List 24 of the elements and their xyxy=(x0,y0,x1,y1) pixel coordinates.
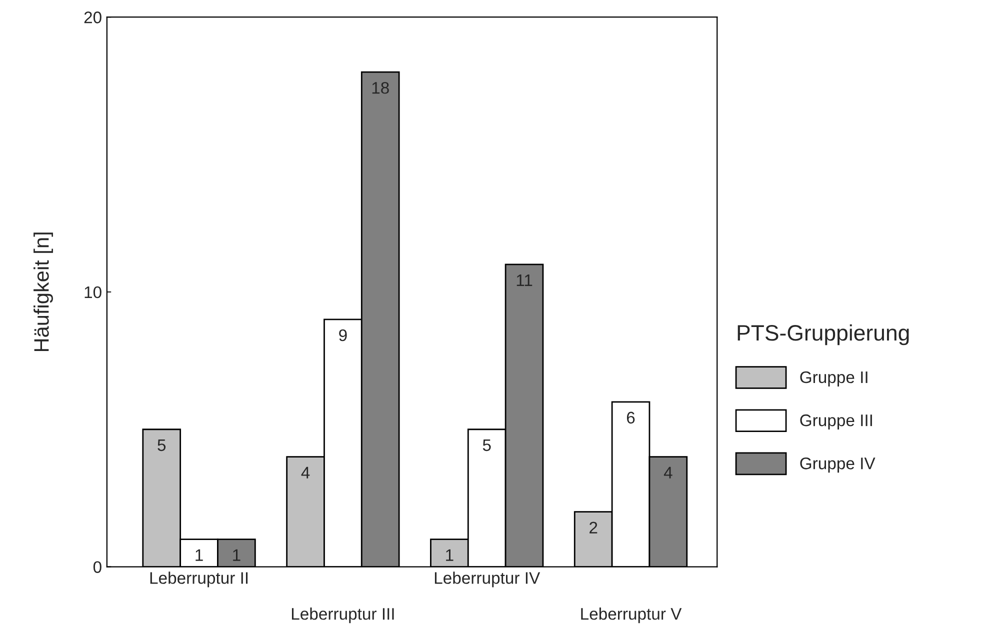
data-label: 2 xyxy=(590,522,598,534)
data-label: 5 xyxy=(158,439,166,452)
legend-label: Gruppe III xyxy=(800,414,872,430)
y-tick-label: 20 xyxy=(84,12,102,24)
legend-label: Gruppe IV xyxy=(800,458,876,473)
data-label: 11 xyxy=(516,274,532,286)
data-label: 1 xyxy=(446,549,454,561)
data-label: 4 xyxy=(301,466,310,478)
data-label: 9 xyxy=(339,329,347,342)
legend-label: Gruppe II xyxy=(800,371,868,386)
y-tick-label: 0 xyxy=(93,561,102,573)
x-tick-label: Leberruptur III xyxy=(292,608,394,624)
data-label: 1 xyxy=(233,549,240,561)
data-label: 18 xyxy=(372,82,389,94)
data-label: 5 xyxy=(482,439,491,452)
legend-title: PTS-Gruppierung xyxy=(738,324,909,346)
x-tick-label: Leberruptur V xyxy=(581,608,682,624)
x-tick-label: Leberruptur II xyxy=(150,572,248,588)
x-tick-label: Leberruptur IV xyxy=(434,572,540,588)
y-tick-label: 10 xyxy=(84,286,102,298)
data-label: 6 xyxy=(626,412,635,424)
data-label: 4 xyxy=(664,466,672,478)
y-axis-title: Häufigkeit [n] xyxy=(34,232,53,352)
data-label: 1 xyxy=(196,549,203,561)
